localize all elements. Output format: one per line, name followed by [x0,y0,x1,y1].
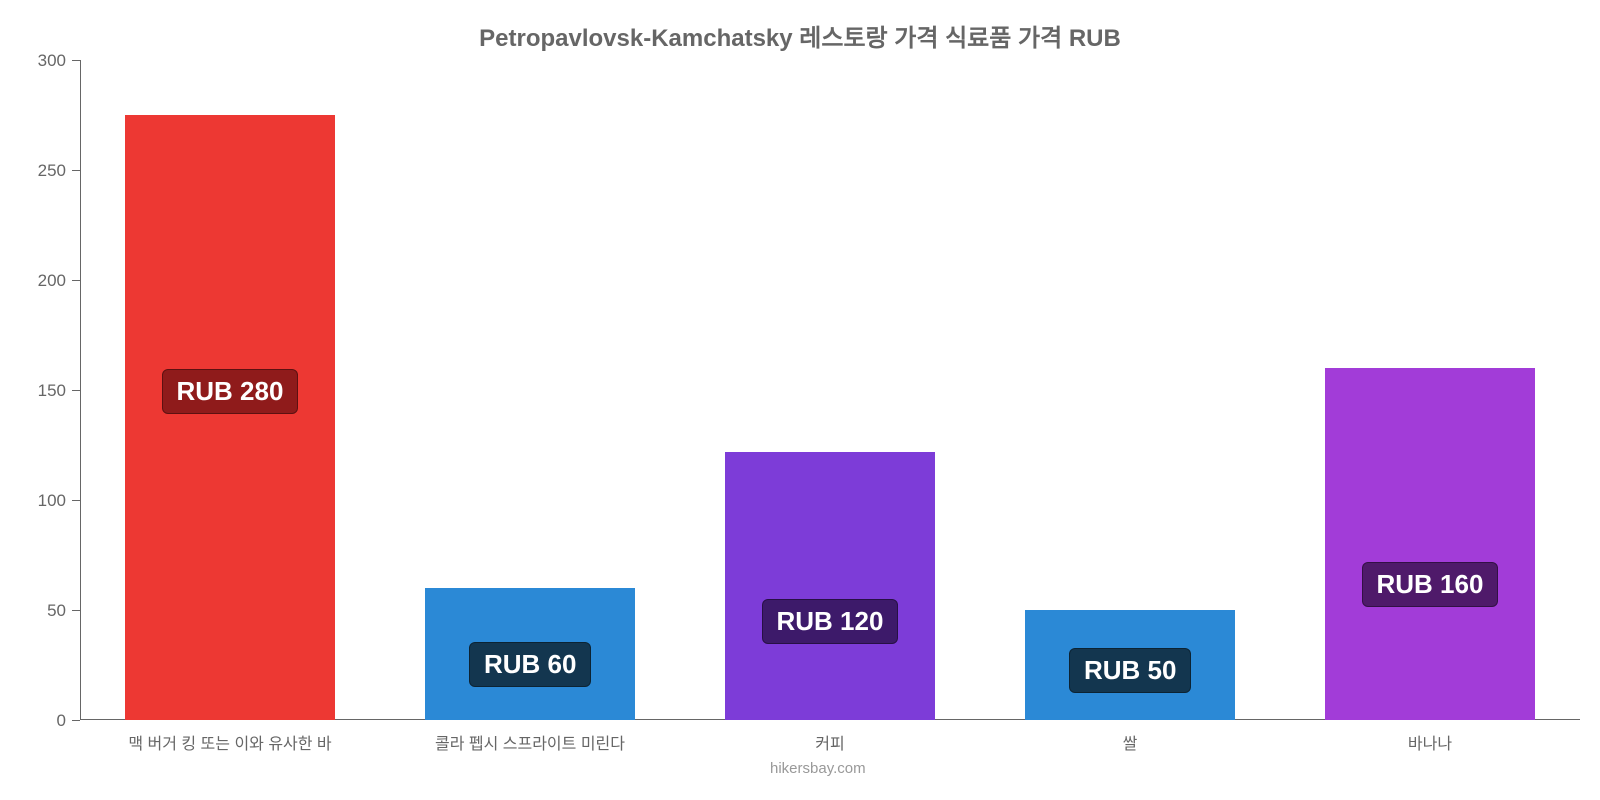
y-tick-mark [72,390,80,391]
y-tick-label: 200 [6,271,66,291]
y-tick-mark [72,720,80,721]
x-category-label: 바나나 [1280,730,1580,754]
bar [1325,368,1535,720]
value-badge: RUB 280 [162,369,299,414]
y-tick-label: 150 [6,381,66,401]
plot-area: 050100150200250300RUB 280맥 버거 킹 또는 이와 유사… [80,60,1580,720]
chart-credit: hikersbay.com [770,760,866,777]
bar [725,452,935,720]
y-tick-mark [72,610,80,611]
y-tick-label: 300 [6,51,66,71]
x-category-label: 쌀 [980,730,1280,754]
y-tick-mark [72,500,80,501]
y-tick-mark [72,280,80,281]
chart-title: Petropavlovsk-Kamchatsky 레스토랑 가격 식료품 가격 … [0,0,1600,53]
y-tick-label: 100 [6,491,66,511]
value-badge: RUB 50 [1069,648,1191,693]
price-bar-chart: Petropavlovsk-Kamchatsky 레스토랑 가격 식료품 가격 … [0,0,1600,800]
x-category-label: 커피 [680,730,980,754]
bar [125,115,335,720]
y-axis-line [80,60,81,720]
y-tick-label: 50 [6,601,66,621]
value-badge: RUB 60 [469,642,591,687]
y-tick-mark [72,170,80,171]
value-badge: RUB 160 [1362,562,1499,607]
x-category-label: 맥 버거 킹 또는 이와 유사한 바 [80,730,380,754]
x-category-label: 콜라 펩시 스프라이트 미린다 [380,730,680,754]
y-tick-mark [72,60,80,61]
value-badge: RUB 120 [762,599,899,644]
y-tick-label: 0 [6,711,66,731]
y-tick-label: 250 [6,161,66,181]
